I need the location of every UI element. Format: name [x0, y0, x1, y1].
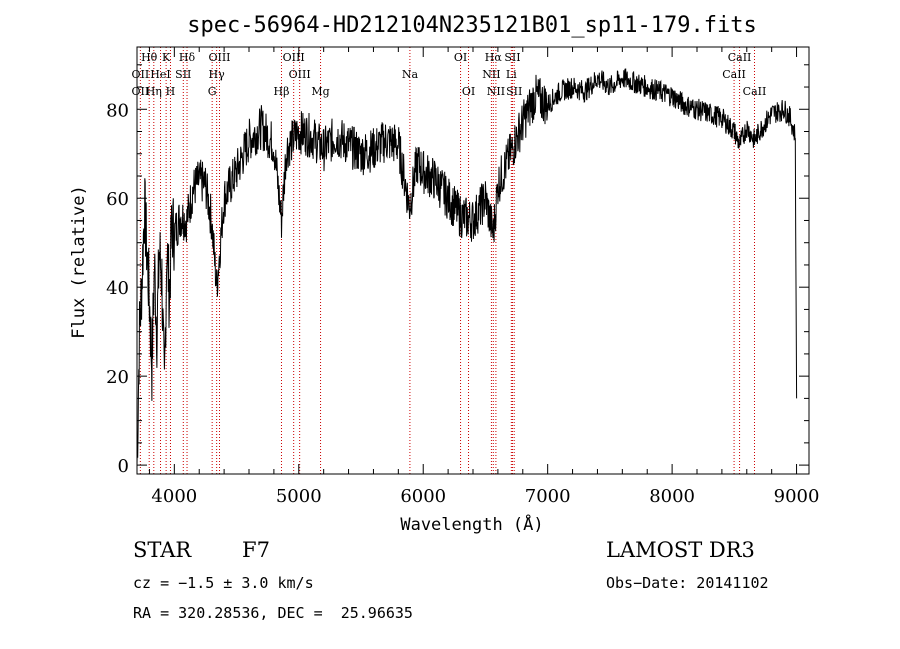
tick-label: 9000: [774, 486, 820, 507]
spectral-line-label: H: [166, 85, 176, 98]
spectral-line-label: Mg: [311, 85, 329, 98]
redshift: cz = −1.5 ± 3.0 km/s: [133, 574, 314, 592]
spectral-line-label: OIII: [289, 68, 311, 81]
chart-title: spec-56964-HD212104N235121B01_sp11-179.f…: [187, 13, 757, 38]
tick-label: 60: [106, 189, 129, 210]
spectral-line-label: Li: [506, 68, 517, 81]
x-axis-label: Wavelength (Å): [400, 513, 543, 535]
spectral-line-label: G: [208, 85, 217, 98]
coordinates: RA = 320.28536, DEC = 25.96635: [133, 604, 413, 622]
survey-name: LAMOST DR3: [606, 538, 755, 562]
spectral-line-markers: [139, 47, 755, 474]
spectral-line-label: OII: [132, 68, 150, 81]
spectral-line-label: OI: [454, 51, 467, 64]
y-axis-label: Flux (relative): [69, 185, 89, 339]
spectral-line-label: SII: [504, 51, 520, 64]
tick-label: 7000: [525, 486, 571, 507]
spectrum-line: [136, 68, 798, 466]
spectral-line-label: CaII: [743, 85, 767, 98]
tick-label: 4000: [151, 486, 197, 507]
spectral-line-label: Hδ: [179, 51, 196, 64]
spectral-line-label: Hθ: [141, 51, 158, 64]
tick-label: 0: [118, 456, 129, 477]
subclass: F7: [242, 538, 270, 562]
spectral-line-label: OIII: [208, 51, 230, 64]
tick-label: 20: [106, 367, 129, 388]
spectral-line-label: OII: [132, 85, 150, 98]
spectral-line-label: Hγ: [209, 68, 226, 81]
spectral-line-label: OIII: [283, 51, 305, 64]
spectral-line-label: OI: [462, 85, 475, 98]
spectral-line-label: Hη: [146, 85, 162, 98]
tick-label: 8000: [649, 486, 695, 507]
spectral-line-label: Hα: [485, 51, 503, 64]
tick-label: 5000: [276, 486, 322, 507]
spectral-line-label: NII: [482, 68, 500, 81]
spectral-line-label: CaII: [728, 51, 752, 64]
axis-ticks: 4000 5000 6000 7000 8000 9000 0 20 40 60 80: [106, 47, 819, 507]
tick-label: 80: [106, 100, 129, 121]
spectral-line-label: SII: [506, 85, 522, 98]
spectral-line-label: SII: [175, 68, 191, 81]
tick-label: 6000: [400, 486, 446, 507]
spectral-line-label: Hβ: [274, 85, 290, 98]
spectral-line-label: HeI: [150, 68, 170, 81]
tick-label: 40: [106, 278, 129, 299]
spectral-line-label: NII: [487, 85, 505, 98]
spectral-line-label: CaII: [722, 68, 746, 81]
spectral-line-label: Na: [402, 68, 419, 81]
obs-date: Obs−Date: 20141102: [606, 574, 769, 592]
object-class: STAR: [133, 538, 192, 562]
spectral-line-label: K: [162, 51, 171, 64]
